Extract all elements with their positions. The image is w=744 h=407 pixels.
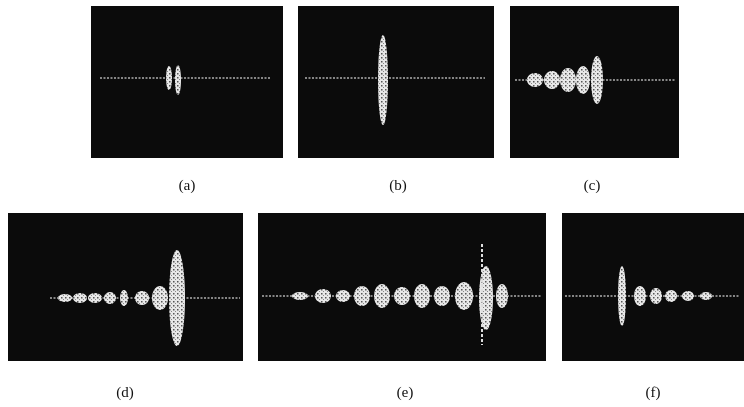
- panel-label: (e): [397, 385, 414, 401]
- panel-label: (f): [646, 385, 661, 401]
- panel-label: (a): [179, 178, 196, 194]
- panel-e: (e): [258, 213, 546, 401]
- panel-a: (a): [91, 6, 283, 194]
- figure: (a) (b) (c) (d): [0, 0, 744, 407]
- panel-label: (d): [116, 385, 134, 401]
- panel-b: (b): [298, 6, 494, 194]
- panel-f: (f): [562, 213, 744, 401]
- panel-d: (d): [8, 213, 243, 401]
- panel-c: (c): [510, 6, 679, 194]
- panel-label: (c): [584, 178, 601, 194]
- panel-label: (b): [389, 178, 407, 194]
